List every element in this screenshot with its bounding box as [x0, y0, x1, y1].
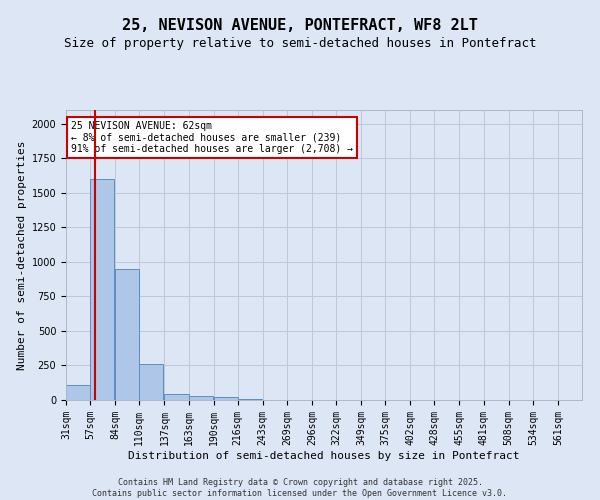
Bar — [214, 397, 238, 400]
Bar — [164, 394, 188, 400]
Bar — [66, 385, 90, 400]
Bar — [139, 364, 163, 400]
Bar — [90, 179, 114, 400]
Text: 25, NEVISON AVENUE, PONTEFRACT, WF8 2LT: 25, NEVISON AVENUE, PONTEFRACT, WF8 2LT — [122, 18, 478, 32]
Y-axis label: Number of semi-detached properties: Number of semi-detached properties — [17, 140, 28, 370]
Text: Contains HM Land Registry data © Crown copyright and database right 2025.
Contai: Contains HM Land Registry data © Crown c… — [92, 478, 508, 498]
Bar — [115, 269, 139, 400]
X-axis label: Distribution of semi-detached houses by size in Pontefract: Distribution of semi-detached houses by … — [128, 450, 520, 460]
Text: Size of property relative to semi-detached houses in Pontefract: Size of property relative to semi-detach… — [64, 38, 536, 51]
Text: 25 NEVISON AVENUE: 62sqm
← 8% of semi-detached houses are smaller (239)
91% of s: 25 NEVISON AVENUE: 62sqm ← 8% of semi-de… — [71, 121, 353, 154]
Bar — [188, 396, 212, 400]
